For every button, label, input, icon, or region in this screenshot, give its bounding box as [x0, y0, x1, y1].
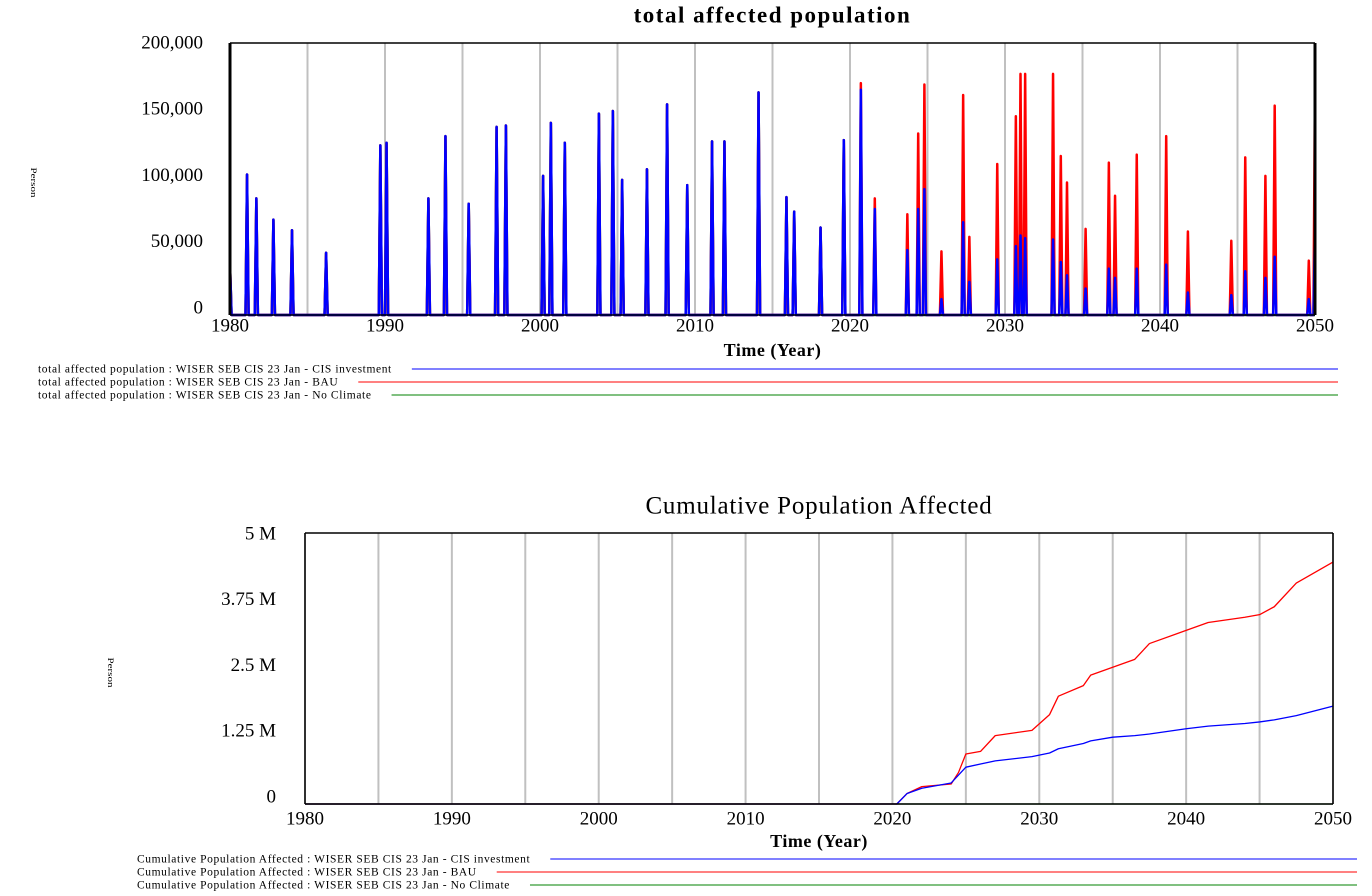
legend-label: total affected population : WISER SEB CI…: [38, 364, 392, 376]
x-tick-label: 2010: [727, 808, 765, 829]
x-tick-label: 2030: [1020, 808, 1058, 829]
x-tick-label: 1990: [433, 808, 471, 829]
y-tick-label: 3.75 M: [221, 589, 276, 610]
y-tick-label: 150,000: [141, 99, 203, 120]
x-axis-label: Time (Year): [724, 340, 822, 361]
x-tick-label: 2020: [831, 315, 869, 336]
x-tick-label: 1980: [286, 808, 324, 829]
y-tick-label: 100,000: [141, 165, 203, 186]
chart-title: Cumulative Population Affected: [645, 493, 992, 520]
x-tick-label: 1980: [211, 315, 249, 336]
x-tick-label: 2030: [986, 315, 1024, 336]
chart-title: total affected population: [634, 2, 912, 27]
y-axis-label: Person: [29, 168, 38, 198]
y-tick-label: 2.5 M: [231, 655, 277, 676]
x-tick-label: 2040: [1141, 315, 1179, 336]
legend-label: total affected population : WISER SEB CI…: [38, 390, 372, 402]
x-axis-label: Time (Year): [770, 831, 868, 852]
legend-label: total affected population : WISER SEB CI…: [38, 377, 338, 389]
legend-label: Cumulative Population Affected : WISER S…: [137, 854, 530, 866]
y-axis-label: Person: [106, 658, 115, 688]
x-tick-label: 1990: [366, 315, 404, 336]
y-tick-label: 0: [194, 297, 204, 318]
legend-label: Cumulative Population Affected : WISER S…: [137, 867, 477, 879]
y-tick-label: 200,000: [141, 32, 203, 53]
x-tick-label: 2010: [676, 315, 714, 336]
x-tick-label: 2000: [580, 808, 618, 829]
legend-label: Cumulative Population Affected : WISER S…: [137, 880, 510, 892]
x-tick-label: 2020: [873, 808, 911, 829]
x-tick-label: 2050: [1314, 808, 1352, 829]
x-tick-label: 2050: [1296, 315, 1334, 336]
y-tick-label: 50,000: [151, 231, 203, 252]
x-tick-label: 2040: [1167, 808, 1205, 829]
y-tick-label: 0: [267, 786, 277, 807]
x-tick-label: 2000: [521, 315, 559, 336]
y-tick-label: 5 M: [245, 523, 276, 544]
y-tick-label: 1.25 M: [221, 721, 276, 742]
series-line: [305, 705, 1334, 805]
